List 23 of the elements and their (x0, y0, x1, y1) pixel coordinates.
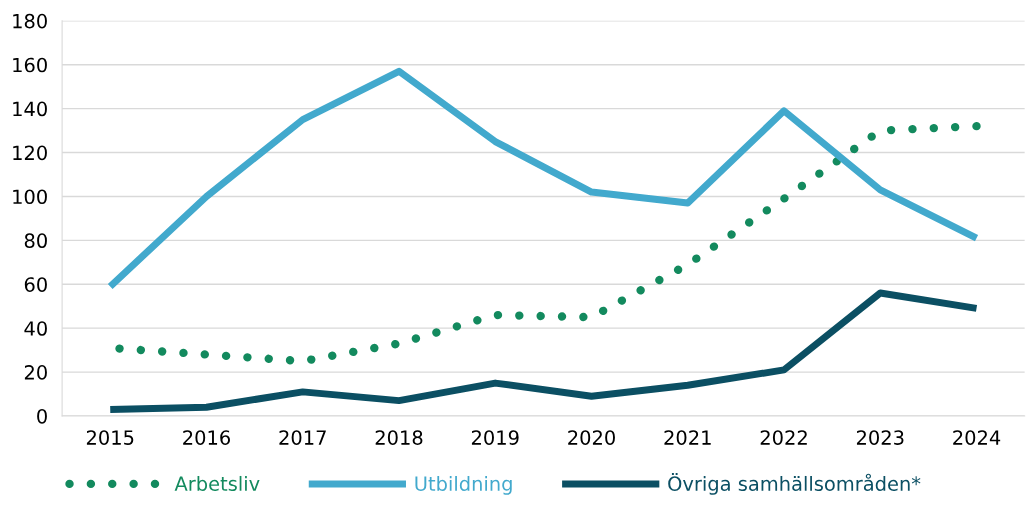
y-tick-label: 180 (13, 13, 47, 29)
x-tick-label: 2017 (279, 430, 326, 445)
y-tick-label: 100 (13, 189, 47, 205)
y-tick-label: 140 (13, 101, 47, 117)
x-tick-label: 2024 (953, 430, 1001, 445)
x-tick-label: 2021 (664, 430, 711, 445)
x-tick-label: 2016 (183, 430, 230, 445)
y-tick-label: 60 (24, 277, 47, 292)
y-tick-label: 20 (24, 365, 47, 380)
y-tick-label: 80 (24, 233, 47, 249)
text: Utbildning (415, 475, 512, 495)
y-tick-label: 120 (13, 145, 47, 161)
x-tick-label: 2020 (568, 430, 615, 445)
text: Övriga samhällsområden* (668, 473, 921, 495)
y-tick-label: 40 (24, 321, 47, 336)
x-tick-label: 2015 (86, 430, 134, 445)
x-tick-label: 2019 (471, 430, 519, 445)
y-tick-label: 0 (37, 408, 47, 424)
y-tick-label: 160 (13, 57, 47, 73)
x-tick-label: 2023 (856, 430, 904, 445)
x-tick-label: 2018 (375, 430, 423, 445)
x-tick-label: 2022 (760, 430, 807, 445)
text: Arbetsliv (174, 475, 260, 492)
